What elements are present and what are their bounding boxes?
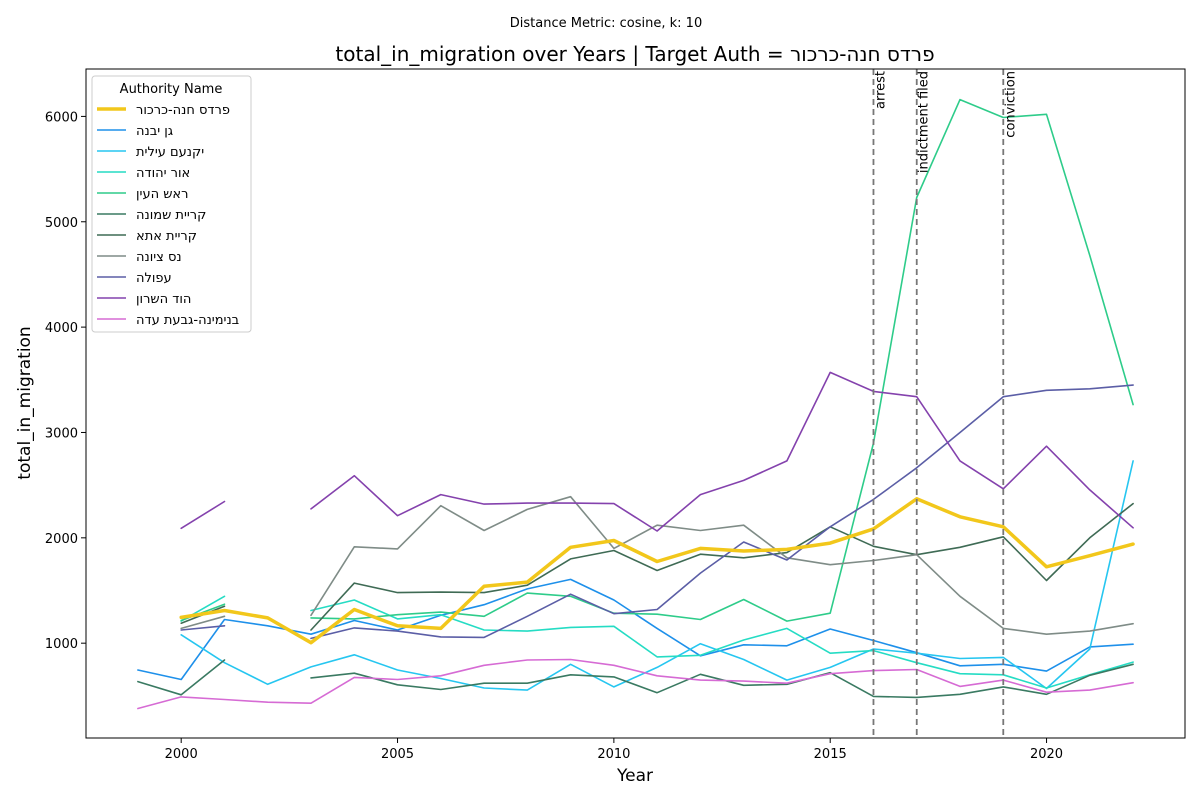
y-tick-label: 2000 [45,532,78,547]
y-tick-label: 1000 [45,637,78,652]
legend-label-8: נס ציונה [136,250,182,265]
legend-label-2: גן יבנה [136,124,173,139]
legend-items: פרדס חנה-כרכור גן יבנה יקנעם עילית אור יהוד… [97,103,239,328]
plot-frame [85,68,1186,739]
y-tick-label: 4000 [45,321,78,336]
legend-label-11: בנימינה-גבעת עדה [136,313,239,328]
legend-label-3: יקנעם עילית [136,145,204,160]
y-tick-label: 6000 [45,110,78,125]
event-label-1: arrest [873,71,888,109]
y-axis-label: total_in_migration [15,326,35,479]
chart-title: total_in_migration over Years | Target A… [335,42,934,66]
legend-title: Authority Name [120,82,223,97]
event-label-2: indictment filed [917,71,932,173]
legend-label-5: ראש העין [136,187,188,202]
y-tick-label: 5000 [45,216,78,231]
series-layer [137,98,1135,710]
y-axis-ticks: 1000 2000 3000 4000 5000 6000 [45,110,86,652]
x-axis-label: Year [616,766,653,786]
legend: Authority Name פרדס חנה-כרכור גן יבנה יקנע… [91,75,252,333]
series-line-11 [137,658,1134,710]
y-tick-label: 3000 [45,426,78,441]
legend-label-7: קריית אתא [136,229,197,244]
x-tick-label: 2015 [814,747,847,762]
legend-label-6: קריית שמונה [136,208,206,223]
event-label-3: conviction [1003,71,1018,138]
legend-label-10: הוד השרון [136,292,191,307]
x-tick-label: 2020 [1030,747,1063,762]
event-layer: arrest indictment filed conviction [872,69,1018,738]
x-axis-ticks: 2000 2005 2010 2015 2020 [165,738,1063,762]
chart-suptitle: Distance Metric: cosine, k: 10 [510,16,702,31]
legend-label-1: פרדס חנה-כרכור [136,103,230,118]
series-line-8 [180,495,1134,635]
series-line-9 [180,384,1134,640]
legend-label-4: אור יהודה [136,166,190,181]
series-line-1 [179,497,1135,645]
legend-box [91,75,252,333]
series-line-5 [180,98,1134,622]
x-tick-label: 2005 [381,747,414,762]
legend-label-9: עפולה [136,271,172,286]
x-tick-label: 2000 [165,747,198,762]
x-tick-label: 2010 [597,747,630,762]
series-line-3 [180,460,1134,691]
series-line-10 [180,371,1134,532]
